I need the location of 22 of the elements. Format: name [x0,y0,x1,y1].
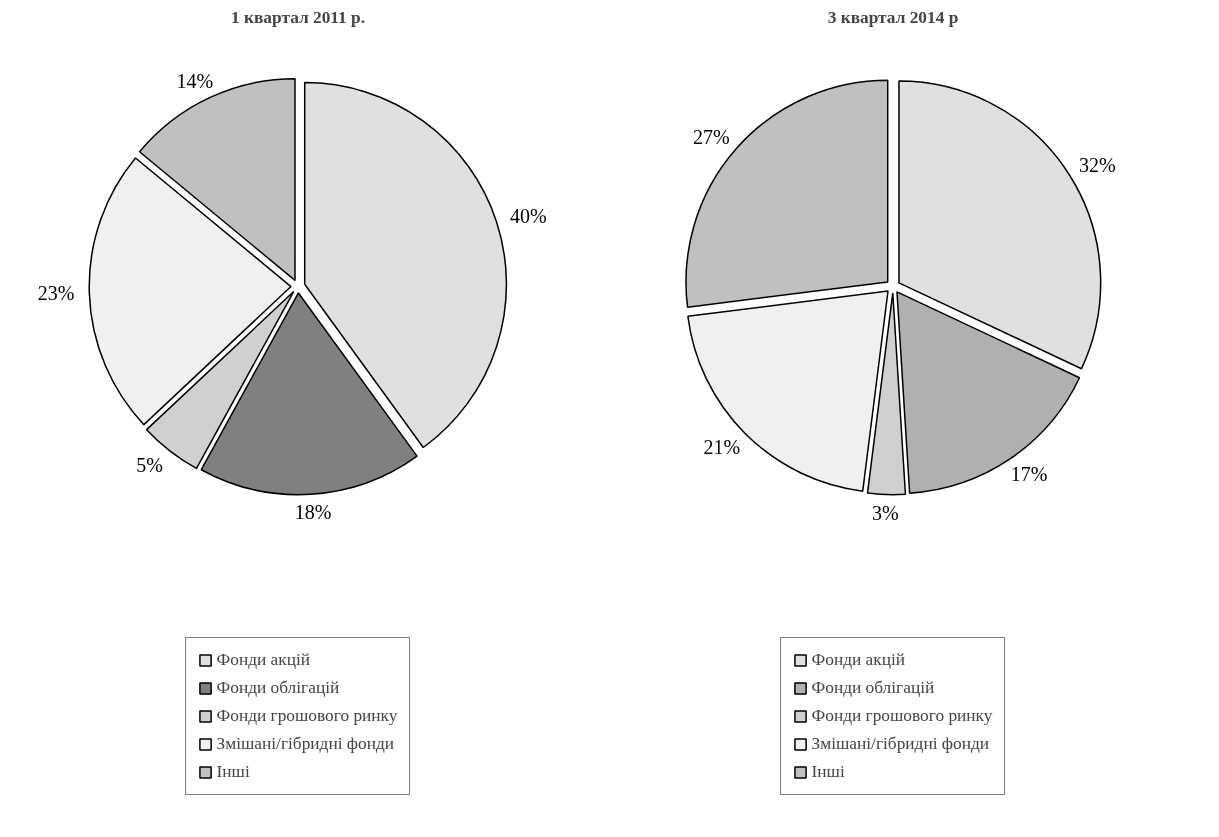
legend-label: Змішані/гібридні фонди [216,734,395,754]
legend-label: Змішані/гібридні фонди [811,734,990,754]
legend-label: Інші [811,762,845,782]
data-label: 14% [176,70,214,93]
legend-label: Фонди облігацій [811,678,935,698]
data-label: 18% [294,501,332,524]
chart-title: 3 квартал 2014 р [827,7,959,27]
chart-title: 1 квартал 2011 р. [231,7,366,27]
data-label: 32% [1079,153,1116,176]
data-label: 3% [872,501,899,524]
data-label: 40% [509,205,547,228]
legend-label: Фонди грошового ринку [216,706,398,726]
data-label: 27% [693,125,730,148]
legend-label: Фонди акцій [811,650,906,670]
legend-label: Фонди акцій [216,650,311,670]
data-label: 23% [37,282,75,305]
data-label: 17% [1010,462,1048,485]
data-label: 21% [703,435,741,458]
legend-label: Фонди грошового ринку [811,706,993,726]
legend-label: Фонди облігацій [216,678,340,698]
data-label: 5% [136,454,163,477]
legend-label: Інші [216,762,250,782]
